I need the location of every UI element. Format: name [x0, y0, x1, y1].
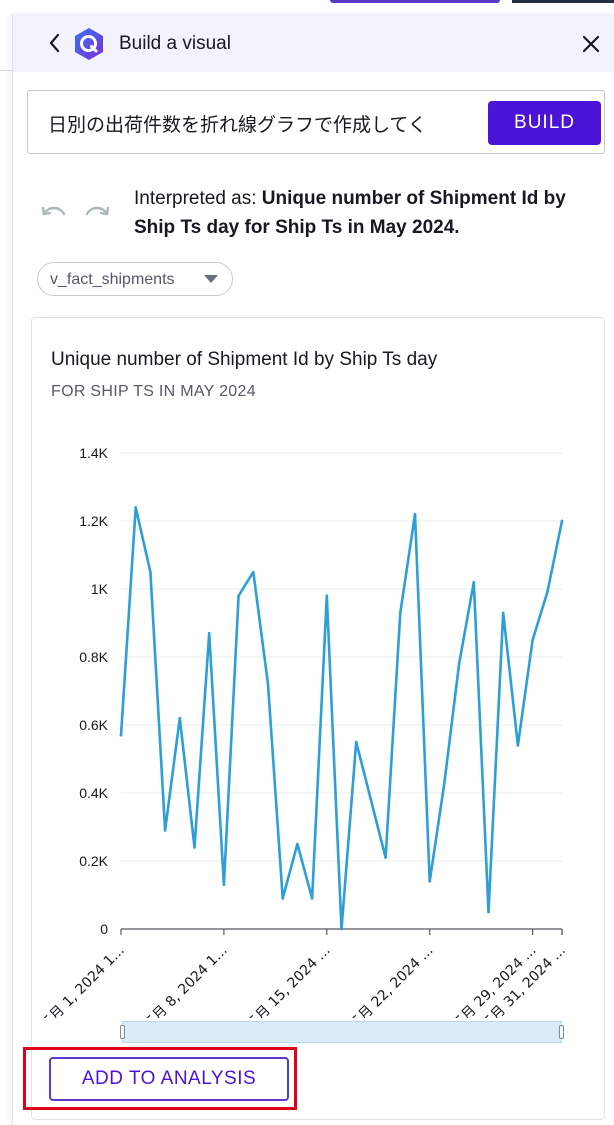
slider-start-handle[interactable] — [120, 1025, 125, 1039]
x-tick-label: 5月 1, 2024 1... — [40, 943, 127, 1018]
data-point — [266, 682, 270, 686]
y-tick-label: 0 — [100, 921, 108, 937]
background-app-header — [0, 0, 614, 14]
data-point — [354, 740, 358, 744]
data-point — [222, 883, 226, 887]
data-point — [207, 631, 211, 635]
data-point — [310, 897, 314, 900]
build-button[interactable]: BUILD — [488, 101, 601, 145]
data-point — [237, 594, 240, 598]
redo-button[interactable] — [83, 202, 111, 224]
data-point — [340, 927, 343, 931]
highlight-box — [23, 1047, 297, 1110]
data-point — [369, 798, 373, 802]
chevron-left-icon — [49, 33, 60, 53]
close-button[interactable] — [579, 32, 603, 56]
add-to-analysis-button[interactable]: ADD TO ANALYSIS — [49, 1057, 289, 1101]
data-point — [178, 716, 182, 720]
prompt-input[interactable] — [48, 109, 478, 137]
background-secondary-button — [512, 0, 614, 3]
background-app-area — [0, 14, 12, 1125]
data-point — [443, 781, 446, 785]
interpretation-query: Unique number of Shipment Id by Ship Ts … — [134, 188, 566, 238]
y-tick-label: 0.6K — [79, 717, 108, 733]
close-icon — [582, 35, 600, 53]
data-point — [501, 611, 505, 615]
data-point — [457, 662, 461, 666]
data-point — [516, 744, 520, 747]
back-button[interactable] — [43, 30, 67, 56]
x-range-slider[interactable] — [120, 1021, 564, 1043]
data-point — [193, 846, 196, 849]
background-divider — [0, 70, 12, 71]
data-point — [413, 512, 417, 516]
data-point — [296, 842, 299, 846]
data-point — [325, 594, 329, 598]
y-tick-label: 1.4K — [79, 445, 108, 461]
quicksight-q-logo-icon — [71, 26, 107, 62]
dataset-selector[interactable]: v_fact_shipments — [37, 262, 233, 296]
caret-down-icon — [204, 275, 218, 283]
x-tick-label: 5月 22, 2024 ... — [349, 943, 436, 1018]
x-tick-label: 5月 8, 2024 1... — [143, 943, 230, 1018]
visual-card: Unique number of Shipment Id by Ship Ts … — [31, 317, 605, 1120]
series-line — [119, 506, 564, 931]
data-point — [546, 591, 549, 594]
data-point — [384, 856, 387, 859]
slider-end-handle[interactable] — [559, 1025, 564, 1039]
y-tick-label: 0.8K — [79, 649, 108, 665]
background-primary-button — [330, 0, 500, 3]
line-chart: 0 0.2K 0.4K 0.6K 0.8K 1K 1.2K 1.4K 5月 1, 2024 1.… — [40, 445, 568, 1018]
data-point — [531, 638, 534, 642]
data-point — [149, 570, 152, 574]
interpretation-text: Interpreted as: Unique number of Shipmen… — [134, 184, 594, 242]
y-tick-label: 0.4K — [79, 785, 108, 801]
redo-icon — [85, 206, 110, 216]
chart-subtitle: FOR SHIP TS IN MAY 2024 — [51, 383, 256, 400]
dataset-label: v_fact_shipments — [50, 271, 175, 288]
chart-title: Unique number of Shipment Id by Ship Ts … — [51, 349, 438, 370]
data-point — [134, 506, 137, 509]
data-point — [560, 519, 564, 523]
build-visual-panel: Build a visual BUILD Interpreted as: Uni… — [12, 14, 614, 1125]
interpretation-prefix: Interpreted as: — [134, 188, 262, 209]
data-point — [252, 570, 255, 574]
y-tick-label: 1K — [91, 581, 109, 597]
data-point — [281, 897, 284, 900]
panel-header: Build a visual — [13, 14, 614, 72]
data-point — [399, 611, 402, 615]
y-tick-label: 1.2K — [79, 513, 108, 529]
data-point — [163, 829, 167, 832]
data-point — [428, 880, 432, 883]
x-tick-label: 5月 15, 2024 ... — [246, 943, 333, 1018]
undo-icon — [41, 206, 66, 216]
panel-title: Build a visual — [119, 33, 231, 54]
data-point — [472, 580, 476, 584]
prompt-field: BUILD — [27, 90, 605, 154]
undo-button[interactable] — [40, 202, 68, 224]
y-tick-label: 0.2K — [79, 853, 108, 869]
data-point — [487, 910, 490, 914]
data-point — [119, 733, 123, 737]
